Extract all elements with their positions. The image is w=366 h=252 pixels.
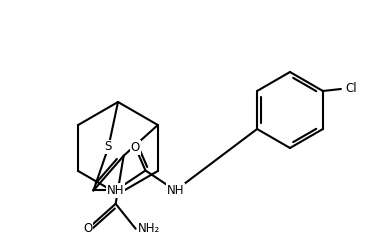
Text: O: O: [131, 141, 140, 154]
Text: Cl: Cl: [345, 82, 356, 96]
Text: NH: NH: [107, 184, 124, 197]
Text: O: O: [83, 222, 92, 235]
Text: NH: NH: [167, 184, 184, 197]
Text: NH₂: NH₂: [138, 222, 160, 235]
Text: S: S: [105, 141, 112, 153]
